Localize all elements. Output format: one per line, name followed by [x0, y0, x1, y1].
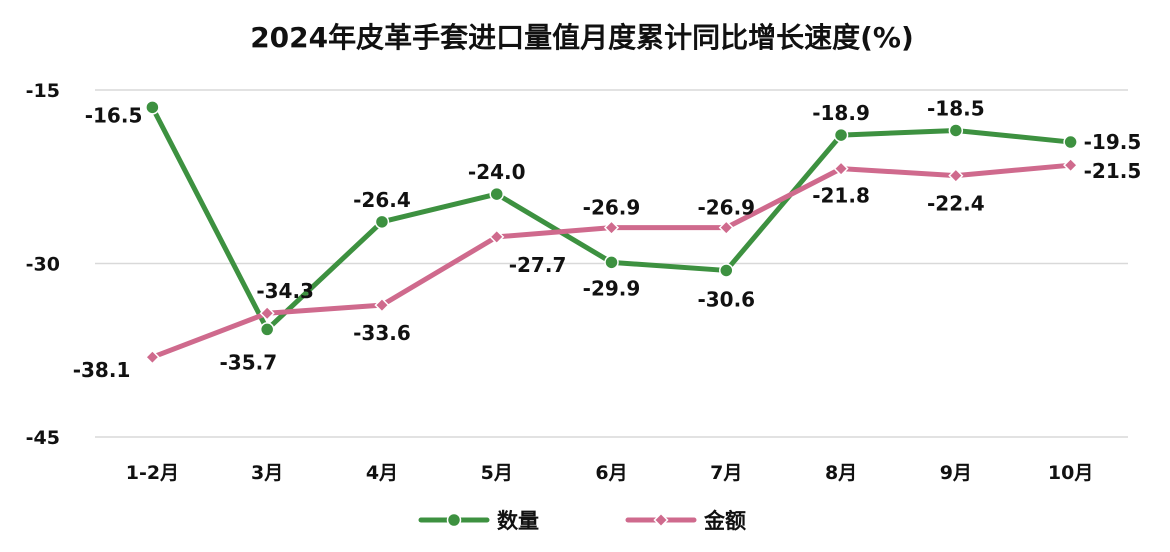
data-point-amount — [948, 168, 964, 184]
data-point-amount — [603, 220, 620, 236]
data-point-amount — [259, 305, 275, 321]
x-tick-label: 3月 — [251, 462, 283, 484]
data-point-quantity — [259, 322, 275, 337]
data-label-quantity: -16.5 — [85, 103, 143, 127]
data-point-quantity — [948, 123, 964, 138]
data-label-quantity: -29.9 — [583, 276, 641, 300]
data-point-amount — [144, 349, 160, 365]
x-tick-label: 9月 — [940, 462, 972, 484]
data-point-quantity — [489, 186, 504, 202]
data-label-amount: -22.4 — [927, 192, 985, 216]
legend-marker-amount — [653, 512, 669, 528]
data-point-amount — [374, 297, 390, 313]
legend: 数量 金额 — [418, 509, 746, 533]
data-label-amount: -27.7 — [509, 253, 567, 277]
y-tick-label: -30 — [26, 254, 60, 276]
data-label-quantity: -35.7 — [220, 350, 278, 374]
data-label-quantity: -26.4 — [353, 188, 411, 212]
data-label-amount: -21.5 — [1084, 159, 1142, 183]
data-point-quantity — [374, 214, 390, 230]
x-tick-label: 10月 — [1048, 462, 1093, 484]
x-tick-label: 6月 — [595, 462, 627, 484]
data-label-quantity: -18.5 — [927, 96, 985, 120]
legend-marker-quantity — [446, 512, 462, 528]
x-tick-label: 7月 — [710, 462, 742, 484]
data-point-quantity — [833, 127, 849, 143]
y-axis-ticks: -15 -30 -45 — [26, 80, 60, 449]
y-tick-label: -15 — [26, 80, 60, 102]
data-label-amount: -26.9 — [697, 196, 755, 220]
x-tick-label: 1-2月 — [126, 462, 179, 484]
data-label-quantity: -30.6 — [697, 287, 755, 311]
x-tick-label: 5月 — [481, 462, 513, 484]
data-label-amount: -33.6 — [353, 321, 411, 345]
x-tick-label: 8月 — [825, 462, 857, 484]
data-point-quantity — [145, 100, 160, 115]
data-point-quantity — [719, 263, 734, 278]
y-tick-label: -45 — [26, 427, 60, 449]
data-label-quantity: -18.9 — [812, 101, 870, 125]
data-label-quantity: -24.0 — [468, 160, 526, 184]
data-point-quantity — [1063, 134, 1078, 150]
data-point-amount — [489, 229, 505, 245]
data-label-amount: -26.9 — [583, 196, 641, 220]
legend-label-quantity: 数量 — [497, 509, 539, 533]
data-label-quantity: -19.5 — [1084, 130, 1142, 154]
data-labels: -16.5 -35.7 -26.4 -24.0 -29.9 -30.6 -18.9 -18.5… — [73, 96, 1142, 382]
data-point-amount — [833, 161, 849, 177]
data-point-quantity — [604, 255, 619, 270]
legend-label-amount: 金额 — [703, 509, 746, 533]
data-point-amount — [1063, 157, 1079, 173]
data-label-amount: -34.3 — [256, 279, 314, 303]
data-label-amount: -38.1 — [73, 358, 131, 382]
x-axis-ticks: 1-2月 3月 4月 5月 6月 7月 8月 9月 10月 — [126, 462, 1094, 484]
series-layer — [144, 100, 1079, 365]
x-tick-label: 4月 — [366, 462, 398, 484]
data-point-amount — [718, 220, 734, 236]
chart-title: 2024年皮革手套进口量值月度累计同比增长速度(%) — [250, 21, 914, 54]
data-label-amount: -21.8 — [812, 184, 870, 208]
